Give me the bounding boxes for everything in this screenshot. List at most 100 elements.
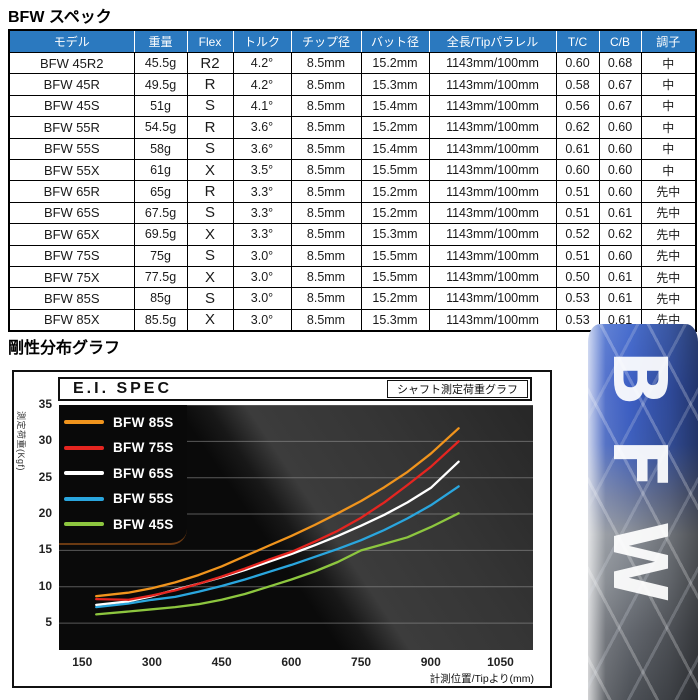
- table-cell: 先中: [640, 265, 697, 289]
- table-cell: 0.51: [555, 201, 600, 225]
- column-header: C/B: [598, 30, 642, 53]
- table-cell: 0.51: [555, 180, 600, 203]
- table-cell: BFW 75S: [8, 244, 135, 267]
- table-cell: 0.68: [598, 51, 642, 75]
- column-header: チップ径: [290, 30, 362, 53]
- table-cell: 1143mm/100mm: [428, 287, 557, 310]
- legend-label: BFW 55S: [113, 491, 174, 506]
- y-tick-label: 10: [38, 578, 52, 593]
- table-cell: 8.5mm: [290, 73, 362, 96]
- x-tick-label: 450: [211, 655, 232, 669]
- x-tick-label: 150: [72, 655, 93, 669]
- table-cell: 3.6°: [232, 137, 292, 160]
- table-cell: 中: [640, 94, 697, 118]
- legend-item: BFW 65S: [64, 463, 187, 483]
- spec-table-body: BFW 45R2 45.5g R2 4.2° 8.5mm 15.2mm 1143mm/100…: [8, 51, 697, 332]
- plot-area: BFW 85S BFW 75S BFW 65S BFW 55S BFW 45S: [59, 405, 533, 650]
- legend-item: BFW 45S: [64, 514, 187, 534]
- table-cell: S: [186, 287, 234, 310]
- table-cell: 0.60: [598, 116, 642, 139]
- column-header: バット径: [360, 30, 430, 53]
- table-cell: 0.60: [598, 158, 642, 182]
- column-header: T/C: [555, 30, 600, 53]
- table-cell: BFW 55R: [8, 116, 135, 139]
- table-cell: 15.4mm: [360, 137, 430, 160]
- table-cell: S: [186, 94, 234, 118]
- table-cell: BFW 45R: [8, 73, 135, 96]
- table-cell: BFW 45R2: [8, 51, 135, 75]
- table-cell: S: [186, 201, 234, 225]
- legend-label: BFW 85S: [113, 414, 174, 430]
- table-cell: 8.5mm: [290, 201, 362, 225]
- table-cell: 0.53: [555, 287, 600, 310]
- table-cell: 0.61: [555, 137, 600, 160]
- table-cell: 3.0°: [232, 308, 292, 332]
- y-tick-label: 20: [38, 506, 52, 521]
- table-cell: 0.60: [555, 158, 600, 182]
- page-title: BFW スペック: [8, 9, 112, 26]
- table-cell: 15.2mm: [360, 201, 430, 225]
- table-row: BFW 75S 75g S 3.0° 8.5mm 15.5mm 1143mm/100mm 0.…: [8, 244, 697, 267]
- x-tick-label: 750: [351, 655, 372, 669]
- table-cell: BFW 85X: [8, 308, 135, 332]
- legend-swatch: [64, 420, 104, 424]
- table-cell: 54.5g: [133, 116, 188, 139]
- table-cell: 中: [640, 137, 697, 160]
- table-cell: BFW 65S: [8, 201, 135, 225]
- table-cell: 61g: [133, 158, 188, 182]
- legend-label: BFW 65S: [113, 465, 174, 481]
- table-cell: 49.5g: [133, 73, 188, 96]
- table-cell: 67.5g: [133, 201, 188, 225]
- series-curve-bfw-85s: [95, 427, 460, 598]
- table-cell: 4.2°: [232, 73, 292, 96]
- table-cell: 15.2mm: [360, 116, 430, 139]
- table-cell: 先中: [640, 223, 697, 246]
- table-cell: 8.5mm: [290, 180, 362, 203]
- table-cell: 0.56: [555, 94, 600, 118]
- table-row: BFW 55X 61g X 3.5° 8.5mm 15.5mm 1143mm/100mm 0.…: [8, 158, 697, 182]
- table-row: BFW 85S 85g S 3.0° 8.5mm 15.2mm 1143mm/100mm 0.…: [8, 287, 697, 310]
- column-header: 全長/Tipパラレル: [428, 30, 557, 53]
- y-axis-label: 測定荷重(Kgf): [16, 410, 26, 471]
- table-cell: 15.3mm: [360, 308, 430, 332]
- x-axis-ticks: 150 300 450 600 750 900 1050: [59, 655, 533, 671]
- table-cell: 1143mm/100mm: [428, 158, 557, 182]
- table-cell: 15.4mm: [360, 94, 430, 118]
- shaft-logo-text: BFW: [596, 350, 682, 635]
- table-cell: 15.3mm: [360, 73, 430, 96]
- legend-swatch: [64, 445, 104, 450]
- table-cell: 1143mm/100mm: [428, 180, 557, 203]
- series-curve-bfw-75s: [95, 440, 460, 601]
- table-cell: 4.2°: [232, 51, 292, 75]
- legend-item: BFW 85S: [64, 412, 187, 432]
- table-cell: 1143mm/100mm: [428, 308, 557, 332]
- chart-subtitle-box: シャフト測定荷重グラフ: [387, 380, 528, 398]
- table-cell: 1143mm/100mm: [428, 51, 557, 75]
- table-cell: 3.0°: [232, 265, 292, 289]
- table-cell: 58g: [133, 137, 188, 160]
- table-cell: 0.61: [598, 201, 642, 225]
- y-axis-ticks: 5 10 15 20 25 30 35: [30, 397, 54, 650]
- table-cell: 先中: [640, 287, 697, 310]
- chart-legend: BFW 85S BFW 75S BFW 65S BFW 55S BFW 45S: [59, 405, 187, 545]
- table-cell: 0.61: [598, 287, 642, 310]
- table-cell: 中: [640, 158, 697, 182]
- table-row: BFW 45R2 45.5g R2 4.2° 8.5mm 15.2mm 1143mm/100…: [8, 51, 697, 75]
- table-cell: 0.50: [555, 265, 600, 289]
- table-row: BFW 45S 51g S 4.1° 8.5mm 15.4mm 1143mm/100mm 0.…: [8, 94, 697, 118]
- table-cell: 0.61: [598, 265, 642, 289]
- table-cell: 1143mm/100mm: [428, 73, 557, 96]
- table-row: BFW 75X 77.5g X 3.0° 8.5mm 15.5mm 1143mm/100mm…: [8, 265, 697, 289]
- table-cell: 3.0°: [232, 244, 292, 267]
- table-cell: R2: [186, 51, 234, 75]
- table-row: BFW 55S 58g S 3.6° 8.5mm 15.4mm 1143mm/100mm 0.…: [8, 137, 697, 160]
- table-cell: 0.53: [555, 308, 600, 332]
- table-cell: 15.5mm: [360, 244, 430, 267]
- ei-spec-graph: E.I. SPEC シャフト測定荷重グラフ 測定荷重(Kgf) 5 10 15 20 2…: [12, 370, 552, 688]
- spec-table: モデル 重量 Flex トルク チップ径 バット径 全長/Tipパラレル T/C C/B 調子 B…: [8, 29, 697, 333]
- legend-swatch: [64, 471, 104, 475]
- table-cell: 8.5mm: [290, 223, 362, 246]
- table-cell: 51g: [133, 94, 188, 118]
- table-cell: 先中: [640, 180, 697, 203]
- table-row: BFW 65R 65g R 3.3° 8.5mm 15.2mm 1143mm/100mm 0.…: [8, 180, 697, 203]
